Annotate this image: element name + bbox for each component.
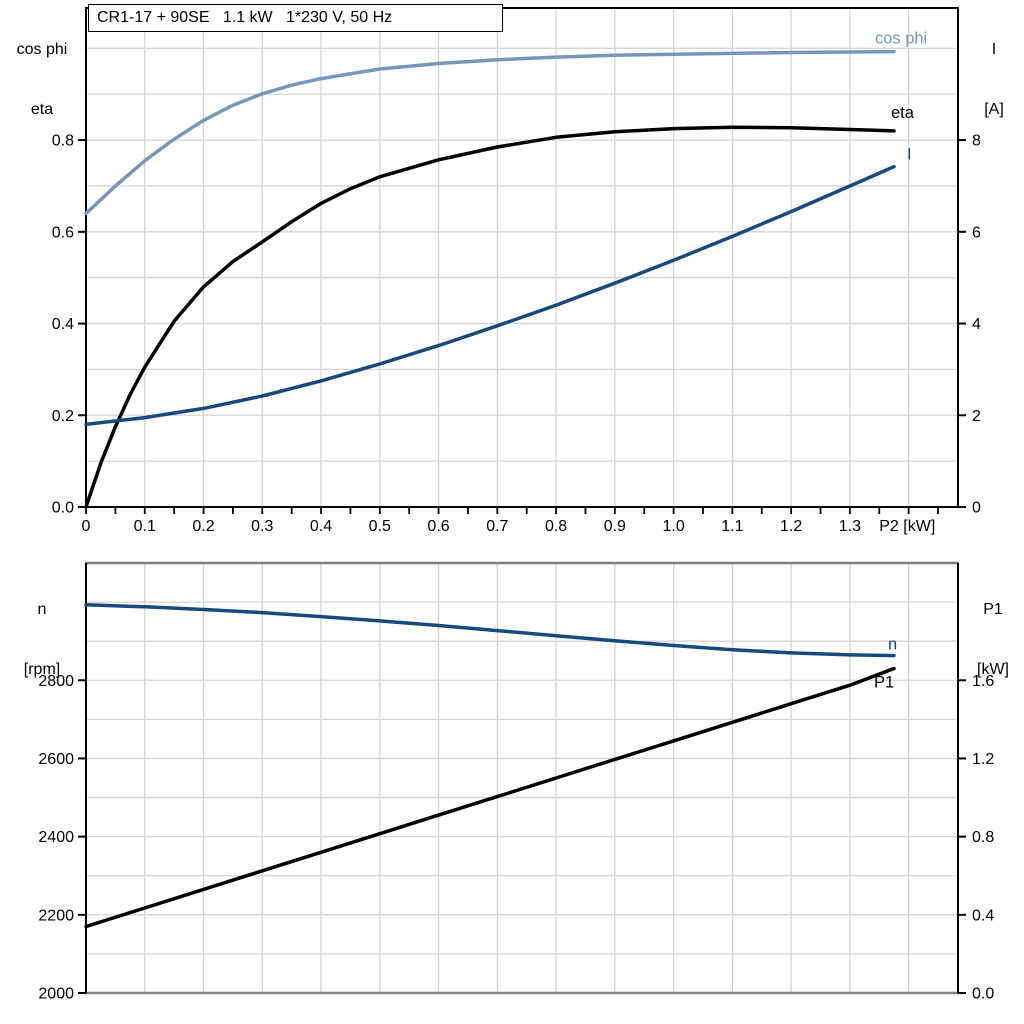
right-axis-tick-label: 4 [972, 316, 981, 333]
curve-I [84, 164, 896, 427]
curve-n [84, 603, 896, 658]
eta-axis-title: eta [30, 101, 54, 118]
right-axis-tick-label: 8 [972, 133, 981, 150]
left-axis-tick-label: 2400 [38, 829, 74, 846]
left-axis-tick-label: 2600 [38, 751, 74, 768]
power-axis-title: P1 [983, 601, 1003, 618]
current-axis-title: I [991, 41, 997, 58]
power-axis-unit: [kW] [977, 661, 1009, 678]
curve-cos-phi [84, 49, 896, 216]
chart-top: 0.0 0.2 0.4 0.6 0.8 0 2 4 6 8 0 0.1 0.2 0.3 0.4 0.5 0.6 0… [52, 7, 981, 535]
x-axis-tick-label: 0.1 [134, 518, 156, 535]
x-axis-tick-label: 0.9 [604, 518, 626, 535]
left-axis-tick-label: 2000 [38, 986, 74, 1003]
bottom-right-axis-title: P1 [kW] [962, 560, 1024, 720]
right-axis-tick-label: 6 [972, 224, 981, 241]
x-axis-tick-label: 0.2 [192, 518, 214, 535]
curve-label-P1: P1 [874, 674, 894, 692]
x-axis-tick-label: 0.6 [427, 518, 449, 535]
left-axis-tick-label: 0.4 [52, 316, 74, 333]
top-right-axis-title: I [A] [964, 0, 1024, 160]
left-axis-tick-label: 0.2 [52, 408, 74, 425]
curve-label-I: I [907, 146, 912, 164]
chart-bottom: 2000 2200 2400 2600 2800 0.0 0.4 0.8 1.2 1.6 n P1 [38, 561, 994, 1003]
left-axis-tick-label: 0.6 [52, 224, 74, 241]
curve-label-eta: eta [891, 104, 915, 122]
plot-frame [85, 7, 959, 508]
curve-label-n: n [888, 636, 897, 654]
chart-title-box: CR1-17 + 90SE 1.1 kW 1*230 V, 50 Hz [88, 4, 503, 32]
right-axis-tick-label: 1.6 [972, 673, 994, 690]
right-axis-tick-label: 0 [972, 500, 981, 517]
x-axis-tick-label: 0.8 [545, 518, 567, 535]
curve-label-cos-phi: cos phi [875, 30, 927, 48]
current-axis-unit: [A] [984, 101, 1004, 118]
left-axis-tick-label: 2200 [38, 907, 74, 924]
x-axis-tick-label: 0.7 [486, 518, 508, 535]
bottom-left-axis-title: n [rpm] [0, 560, 84, 720]
right-axis-tick-label: 2 [972, 408, 981, 425]
right-axis-tick-label: 1.2 [972, 751, 994, 768]
x-axis-tick-label: 1.1 [721, 518, 743, 535]
x-axis-tick-label: 1.0 [662, 518, 684, 535]
top-left-axis-title: cos phi eta [0, 0, 84, 160]
cos-phi-axis-title: cos phi [16, 41, 68, 58]
x-axis-tick-label: 0.4 [310, 518, 332, 535]
x-axis-tick-label: 1.2 [780, 518, 802, 535]
left-axis-tick-label: 2800 [38, 673, 74, 690]
x-axis-tick-label: 1.3 [839, 518, 861, 535]
speed-axis-title: n [37, 601, 47, 618]
x-axis-tick-label: 0.5 [369, 518, 391, 535]
x-axis-title: P2 [kW] [879, 518, 935, 535]
curve-eta [84, 125, 896, 509]
x-axis-tick-label: 0.3 [251, 518, 273, 535]
left-axis-tick-label: 0.0 [52, 500, 74, 517]
right-axis-tick-label: 0.0 [972, 986, 994, 1003]
right-axis-tick-label: 0.4 [972, 907, 994, 924]
right-axis-tick-label: 0.8 [972, 829, 994, 846]
speed-axis-unit: [rpm] [23, 661, 61, 678]
left-axis-tick-label: 0.8 [52, 133, 74, 150]
curve-P1 [84, 666, 896, 929]
x-axis-tick-label: 0 [82, 518, 91, 535]
